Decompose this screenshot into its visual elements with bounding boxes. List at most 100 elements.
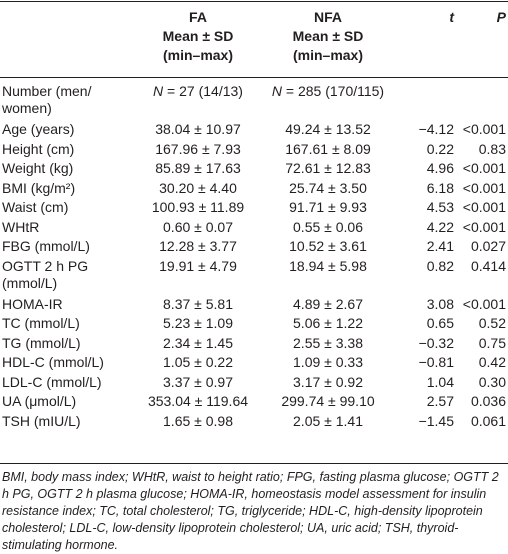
header-fa-line3: (min–max) <box>162 47 234 63</box>
row-label: HOMA-IR <box>2 295 63 312</box>
cell-p: 0.036 <box>470 393 506 409</box>
table-row: Height (cm) 167.96 ± 7.93 167.61 ± 8.09 0.2… <box>0 141 508 158</box>
row-label: BMI (kg/m²) <box>2 179 76 196</box>
cell-p: <0.001 <box>462 121 506 137</box>
row-label: Weight (kg) <box>2 160 74 176</box>
cell-t: 4.22 <box>426 218 454 235</box>
cell-nfa: 167.61 ± 8.09 <box>285 140 371 157</box>
table-row: OGTT 2 h PG (mmol/L) 19.91 ± 4.79 18.94 ± … <box>0 258 508 292</box>
cell-fa: 0.60 ± 0.07 <box>163 218 233 235</box>
row-label: Waist (cm) <box>2 199 69 215</box>
cell-fa: 8.37 ± 5.81 <box>163 295 233 312</box>
row-label: LDL-C (mmol/L) <box>2 373 102 390</box>
header-p-label: P <box>496 9 506 25</box>
cell-t: −1.45 <box>418 412 454 429</box>
cell-nfa: 5.06 ± 1.22 <box>293 315 363 331</box>
table-row: Waist (cm) 100.93 ± 11.89 91.71 ± 9.93 4.53… <box>0 199 508 216</box>
header-nfa-line1: NFA <box>314 9 342 25</box>
cell-nfa: N = 285 (170/115) <box>258 83 398 100</box>
cell-t: 0.82 <box>426 257 454 274</box>
header-bottom-rule <box>0 77 508 78</box>
cell-nfa: 2.05 ± 1.41 <box>293 412 363 429</box>
header-nfa-line2: Mean ± SD <box>292 28 364 44</box>
cell-t: 0.22 <box>426 140 454 157</box>
table-row: Age (years) 38.04 ± 10.97 49.24 ± 13.52 −4.… <box>0 121 508 138</box>
cell-nfa: 91.71 ± 9.93 <box>289 199 367 215</box>
row-label: UA (μmol/L) <box>2 393 77 409</box>
cell-t: −0.81 <box>418 354 454 370</box>
table-top-rule <box>0 1 508 2</box>
cell-p: <0.001 <box>462 295 506 312</box>
cell-p: 0.027 <box>470 238 506 254</box>
cell-p: 0.83 <box>478 140 506 157</box>
table-row: UA (μmol/L) 353.04 ± 119.64 299.74 ± 99.10… <box>0 393 508 410</box>
header-t: t <box>408 8 454 27</box>
cell-fa: 19.91 ± 4.79 <box>159 257 237 274</box>
cell-fa: 30.20 ± 4.40 <box>159 179 237 196</box>
cell-t: 2.57 <box>426 393 454 409</box>
cell-nfa: 49.24 ± 13.52 <box>285 121 371 137</box>
cell-p: 0.42 <box>478 354 506 370</box>
row-label: Age (years) <box>2 121 75 137</box>
cell-fa: 38.04 ± 10.97 <box>155 121 241 137</box>
cell-t: 4.53 <box>426 199 454 215</box>
table-bottom-rule <box>0 463 508 464</box>
row-label: HDL-C (mmol/L) <box>2 354 104 370</box>
row-label: TSH (mIU/L) <box>2 412 81 429</box>
cell-fa: 85.89 ± 17.63 <box>155 160 241 176</box>
table-row: Weight (kg) 85.89 ± 17.63 72.61 ± 12.83 4.9… <box>0 160 508 177</box>
cell-t: 6.18 <box>426 179 454 196</box>
cell-fa: 5.23 ± 1.09 <box>163 315 233 331</box>
cell-fa: 12.28 ± 3.77 <box>159 238 237 254</box>
cell-p: 0.52 <box>478 315 506 331</box>
row-label: FBG (mmol/L) <box>2 238 90 254</box>
cell-nfa: 0.55 ± 0.06 <box>293 218 363 235</box>
cell-t: −0.32 <box>418 334 454 351</box>
table-footnote: BMI, body mass index; WHtR, waist to hei… <box>2 470 499 552</box>
cell-p: <0.001 <box>462 199 506 215</box>
table-row: TG (mmol/L) 2.34 ± 1.45 2.55 ± 3.38 −0.32 0.… <box>0 335 508 352</box>
row-label: TG (mmol/L) <box>2 334 81 351</box>
cell-p: <0.001 <box>462 179 506 196</box>
row-label: OGTT 2 h PG (mmol/L) <box>2 257 89 291</box>
table-row: TSH (mIU/L) 1.65 ± 0.98 2.05 ± 1.41 −1.45 0.… <box>0 413 508 430</box>
row-label: Number (men/ women) <box>2 83 92 116</box>
header-t-label: t <box>449 9 454 25</box>
cell-nfa: 10.52 ± 3.61 <box>289 238 367 254</box>
cell-nfa: 1.09 ± 0.33 <box>293 354 363 370</box>
cell-fa: 3.37 ± 0.97 <box>163 373 233 390</box>
cell-fa: 167.96 ± 7.93 <box>155 140 241 157</box>
cell-nfa: 4.89 ± 2.67 <box>293 295 363 312</box>
cell-p: <0.001 <box>462 160 506 176</box>
cell-t: 0.65 <box>426 315 454 331</box>
cell-fa: 1.05 ± 0.22 <box>163 354 233 370</box>
row-label: WHtR <box>2 218 40 235</box>
header-p: P <box>456 8 506 27</box>
header-nfa-line3: (min–max) <box>292 47 364 63</box>
cell-t: −4.12 <box>418 121 454 137</box>
header-nfa: NFA Mean ± SD (min–max) <box>258 8 398 65</box>
table-row: FBG (mmol/L) 12.28 ± 3.77 10.52 ± 3.61 2.41… <box>0 238 508 255</box>
cell-nfa: 299.74 ± 99.10 <box>281 393 375 409</box>
nfa-n-symbol: N <box>271 83 282 99</box>
fa-n-symbol: N <box>153 83 164 99</box>
cell-t: 4.96 <box>426 160 454 176</box>
cell-p: 0.061 <box>470 412 506 429</box>
cell-t: 2.41 <box>426 238 454 254</box>
cell-p: <0.001 <box>462 218 506 235</box>
cell-p: 0.30 <box>478 373 506 390</box>
cell-t: 3.08 <box>426 295 454 312</box>
cell-fa: 1.65 ± 0.98 <box>163 412 233 429</box>
table-row: BMI (kg/m²) 30.20 ± 4.40 25.74 ± 3.50 6.18 <… <box>0 180 508 197</box>
table-row: WHtR 0.60 ± 0.07 0.55 ± 0.06 4.22 <0.001 <box>0 219 508 236</box>
cell-nfa: 25.74 ± 3.50 <box>289 179 367 196</box>
table-row: TC (mmol/L) 5.23 ± 1.09 5.06 ± 1.22 0.65 0.5… <box>0 315 508 332</box>
header-fa: FA Mean ± SD (min–max) <box>138 8 258 65</box>
table-row: HOMA-IR 8.37 ± 5.81 4.89 ± 2.67 3.08 <0.001 <box>0 296 508 313</box>
table-row: LDL-C (mmol/L) 3.37 ± 0.97 3.17 ± 0.92 1.04… <box>0 374 508 391</box>
row-label: TC (mmol/L) <box>2 315 80 331</box>
header-fa-line1: FA <box>189 9 207 25</box>
table-row: Number (men/ women) N = 27 (14/13) N = 285… <box>0 83 508 117</box>
cell-fa: 100.93 ± 11.89 <box>151 199 245 215</box>
cell-fa: N = 27 (14/13) <box>138 83 258 100</box>
